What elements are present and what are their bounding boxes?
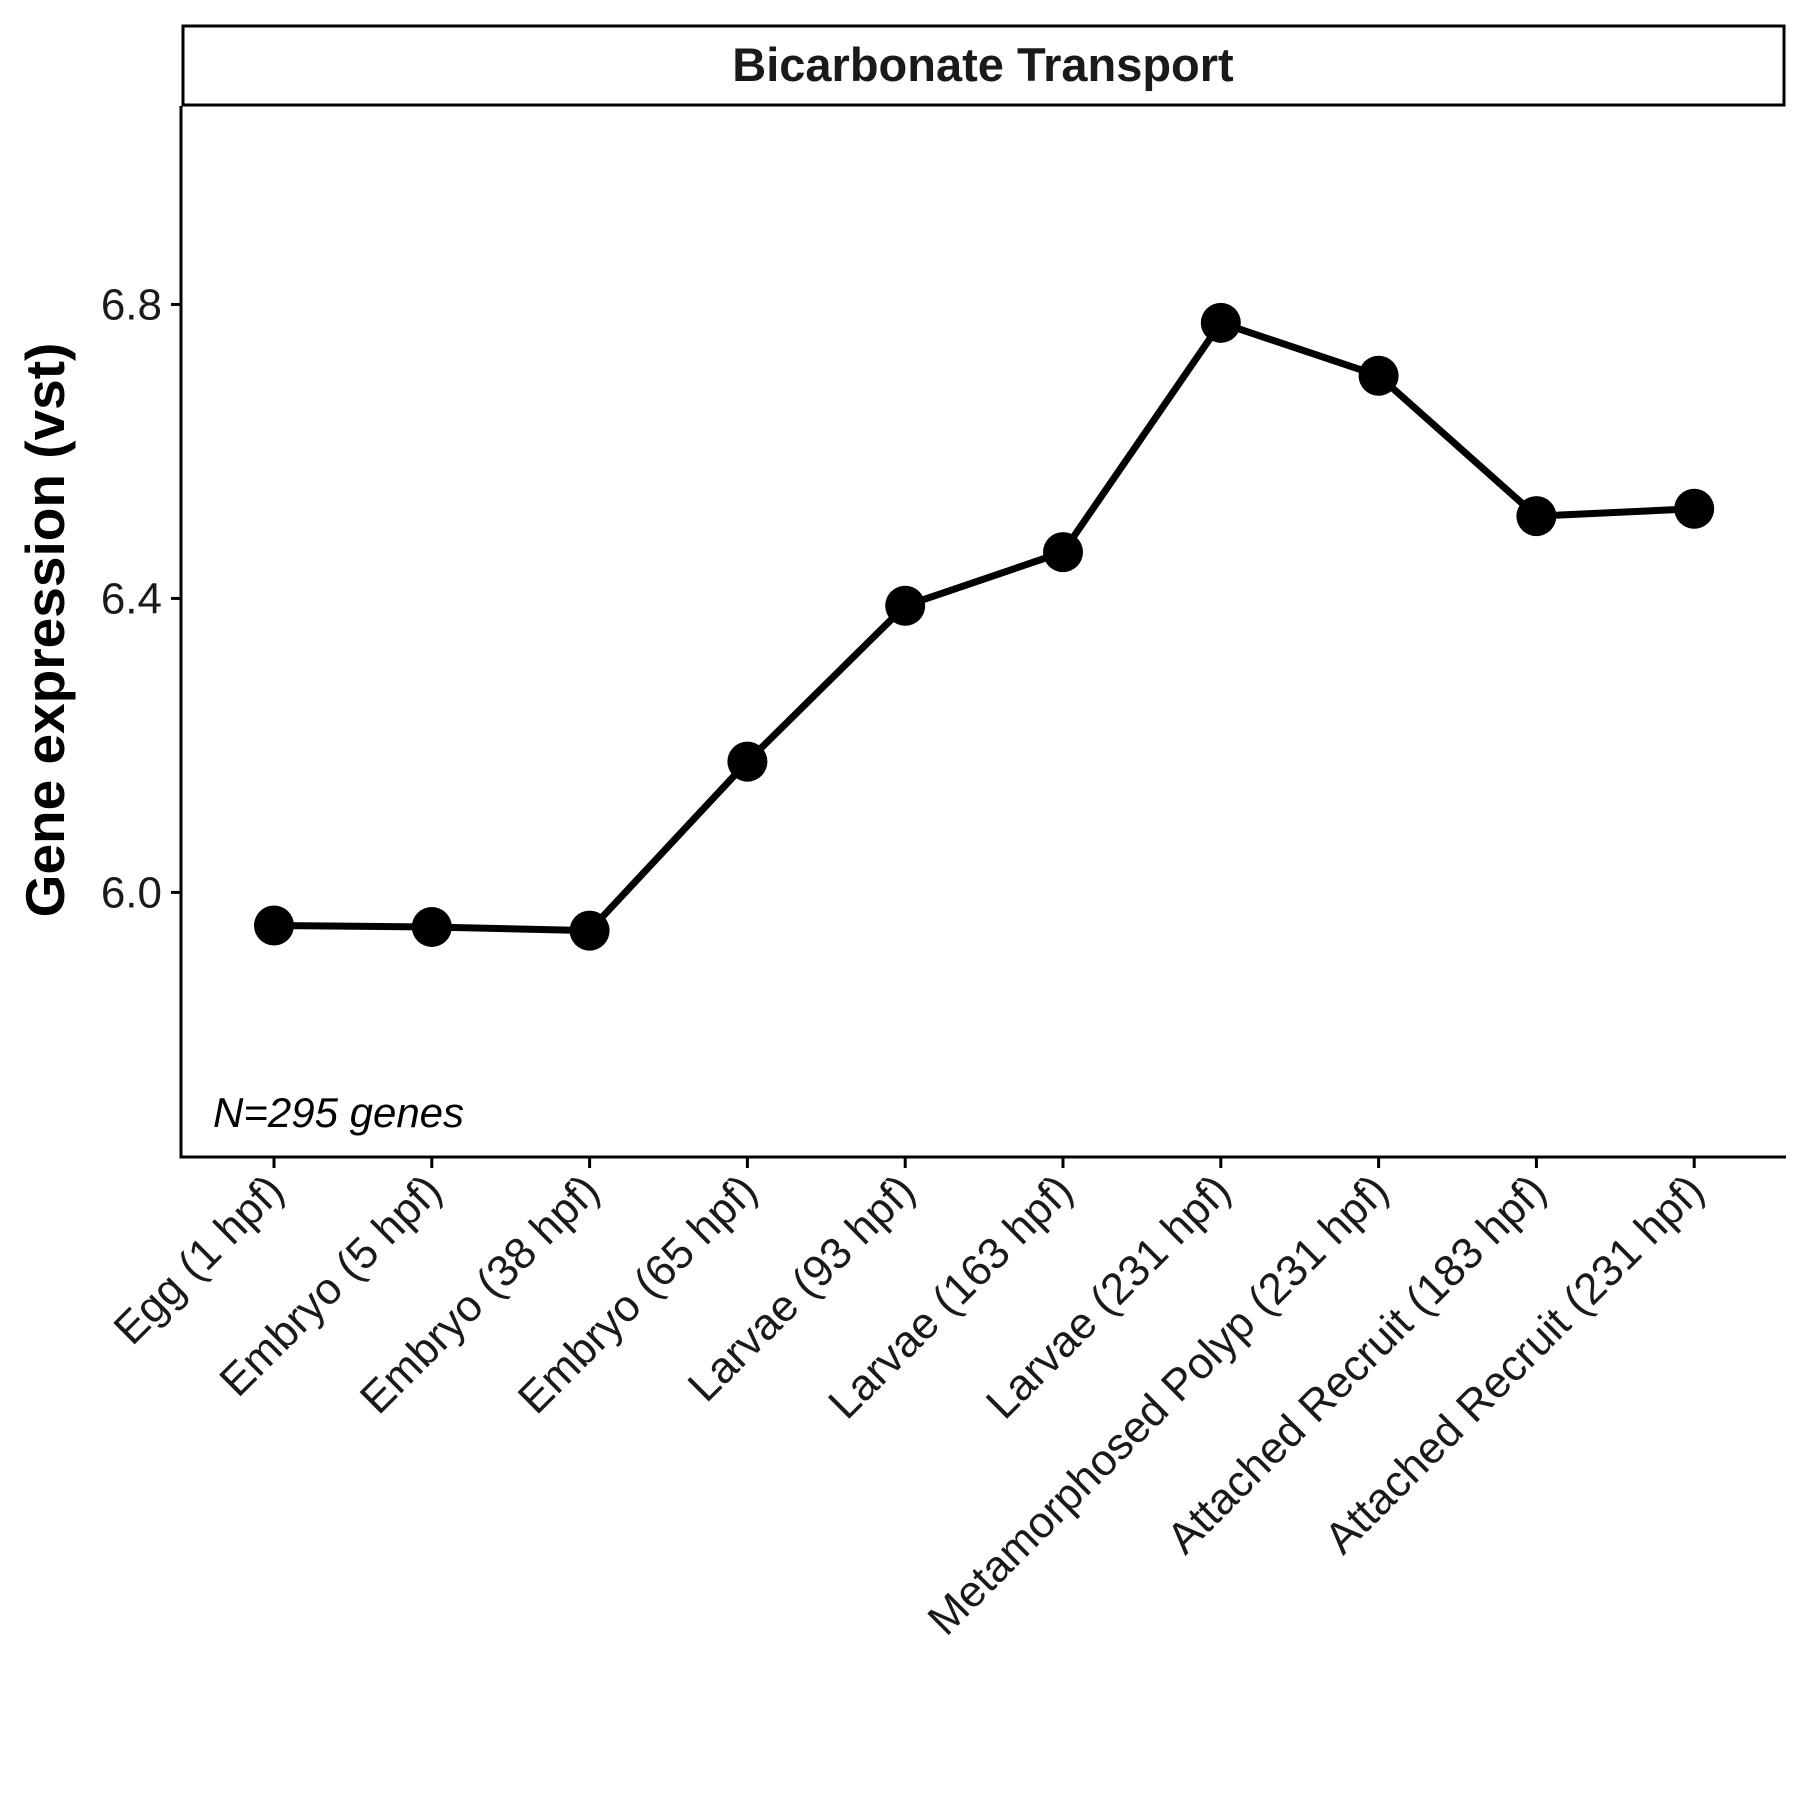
data-point bbox=[1043, 532, 1083, 573]
data-point bbox=[885, 585, 926, 626]
data-point bbox=[569, 910, 610, 951]
series-line bbox=[273, 319, 1695, 935]
data-point bbox=[727, 741, 768, 782]
series-layer bbox=[254, 302, 1715, 951]
data-point bbox=[1674, 488, 1715, 529]
y-ticks: 6.0 6.4 6.8 bbox=[101, 280, 181, 917]
data-point bbox=[411, 906, 452, 947]
y-axis-label: Gene expression (vst) bbox=[14, 343, 76, 918]
y-tick-label: 6.0 bbox=[101, 868, 162, 917]
data-point bbox=[1358, 355, 1399, 396]
gene-count-annotation: N=295 genes bbox=[213, 1089, 464, 1136]
data-point bbox=[1200, 302, 1241, 343]
x-ticks: Egg (1 hpf)Embryo (5 hpf)Embryo (38 hpf)… bbox=[104, 1157, 1713, 1645]
y-tick-label: 6.4 bbox=[101, 574, 162, 623]
chart-title: Bicarbonate Transport bbox=[732, 38, 1234, 91]
data-point bbox=[254, 905, 294, 946]
facet-strip bbox=[181, 24, 1786, 107]
data-point bbox=[1516, 496, 1557, 537]
y-tick-label: 6.8 bbox=[101, 280, 162, 329]
